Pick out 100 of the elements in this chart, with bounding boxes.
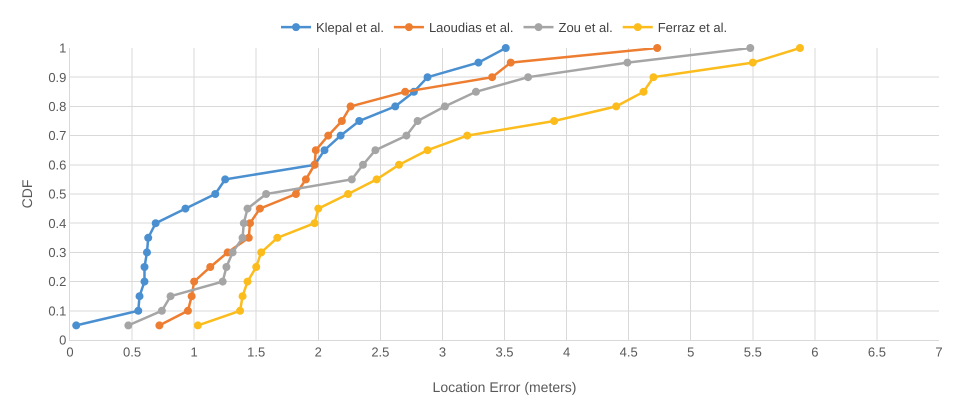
point — [140, 278, 148, 286]
point — [653, 44, 662, 52]
point — [355, 117, 364, 125]
point — [238, 234, 247, 242]
point — [346, 102, 355, 110]
point — [312, 146, 320, 154]
y-tick-label: 0.9 — [48, 70, 66, 85]
point — [181, 204, 190, 213]
point — [166, 292, 175, 300]
x-tick-label: 0.5 — [123, 344, 142, 360]
point — [401, 88, 410, 96]
point — [194, 321, 202, 330]
point — [502, 44, 510, 52]
point — [344, 190, 352, 198]
x-tick-label: 4.5 — [620, 344, 638, 360]
point — [188, 292, 196, 300]
y-tick-label: 0.5 — [48, 186, 66, 202]
point — [324, 132, 332, 140]
point — [273, 234, 282, 242]
point — [348, 175, 356, 184]
point — [748, 58, 757, 67]
point — [236, 306, 244, 315]
point — [142, 248, 151, 256]
point — [371, 146, 380, 154]
point — [124, 321, 132, 330]
x-tick-label: 3.5 — [495, 344, 514, 360]
point — [440, 102, 449, 110]
x-tick-label: 6 — [811, 344, 818, 360]
x-tick-label: 5 — [687, 344, 694, 360]
point — [623, 58, 632, 67]
y-axis-title: CDF — [19, 180, 35, 208]
point — [424, 73, 432, 82]
point — [72, 321, 80, 330]
point — [402, 132, 410, 140]
y-tick-label: 0.2 — [48, 274, 66, 290]
y-tick-label: 0 — [59, 332, 66, 348]
y-tick-label: 0.8 — [48, 98, 66, 114]
x-tick-label: 2.5 — [371, 344, 390, 360]
point — [488, 73, 496, 82]
point — [184, 306, 192, 315]
point — [158, 306, 166, 315]
point — [550, 117, 558, 125]
point — [612, 102, 620, 110]
point — [336, 132, 345, 140]
y-tick-label: 0.1 — [48, 303, 66, 318]
point — [152, 219, 160, 228]
point — [206, 263, 214, 271]
y-tick-label: 0.7 — [48, 128, 66, 144]
legend-label: Zou et al. — [558, 20, 613, 36]
point — [524, 73, 532, 82]
x-tick-label: 4 — [562, 344, 570, 360]
legend-label: Laoudias et al. — [428, 20, 514, 36]
point — [372, 175, 381, 184]
point — [394, 160, 403, 169]
x-tick-label: 7 — [935, 344, 943, 360]
point — [338, 117, 346, 125]
point — [252, 263, 260, 271]
y-tick-label: 0.4 — [48, 216, 66, 231]
point — [649, 73, 658, 82]
x-tick-label: 5.5 — [744, 344, 762, 360]
point — [506, 58, 515, 67]
legend-label: Klepal et al. — [316, 20, 384, 36]
point — [144, 234, 152, 242]
point — [136, 292, 144, 300]
y-tick-label: 0.3 — [48, 244, 66, 260]
point — [211, 190, 220, 198]
point — [474, 58, 482, 67]
point — [222, 263, 230, 271]
point — [240, 219, 248, 228]
y-tick-label: 0.6 — [48, 157, 66, 172]
point — [140, 263, 148, 271]
point — [746, 44, 754, 52]
point — [424, 146, 432, 154]
point — [320, 146, 328, 154]
point — [358, 160, 367, 169]
point — [463, 132, 472, 140]
point — [640, 88, 648, 96]
point — [134, 306, 142, 315]
point — [314, 204, 322, 213]
x-tick-label: 6.5 — [868, 344, 886, 360]
point — [391, 102, 400, 110]
x-tick-label: 1 — [190, 344, 198, 360]
point — [218, 278, 227, 286]
point — [228, 248, 237, 256]
x-axis-title: Location Error (meters) — [432, 379, 576, 395]
point — [256, 204, 264, 213]
point — [244, 204, 252, 213]
y-tick-label: 1 — [59, 40, 66, 56]
point — [310, 219, 319, 228]
point — [244, 278, 252, 286]
point — [472, 88, 480, 96]
point — [190, 278, 198, 286]
point — [155, 321, 164, 330]
point — [796, 44, 804, 52]
point — [262, 190, 270, 198]
point — [221, 175, 230, 184]
legend-label: Ferraz et al. — [658, 20, 728, 36]
point — [292, 190, 300, 198]
x-tick-label: 2 — [314, 344, 322, 360]
x-tick-label: 3 — [438, 344, 446, 360]
